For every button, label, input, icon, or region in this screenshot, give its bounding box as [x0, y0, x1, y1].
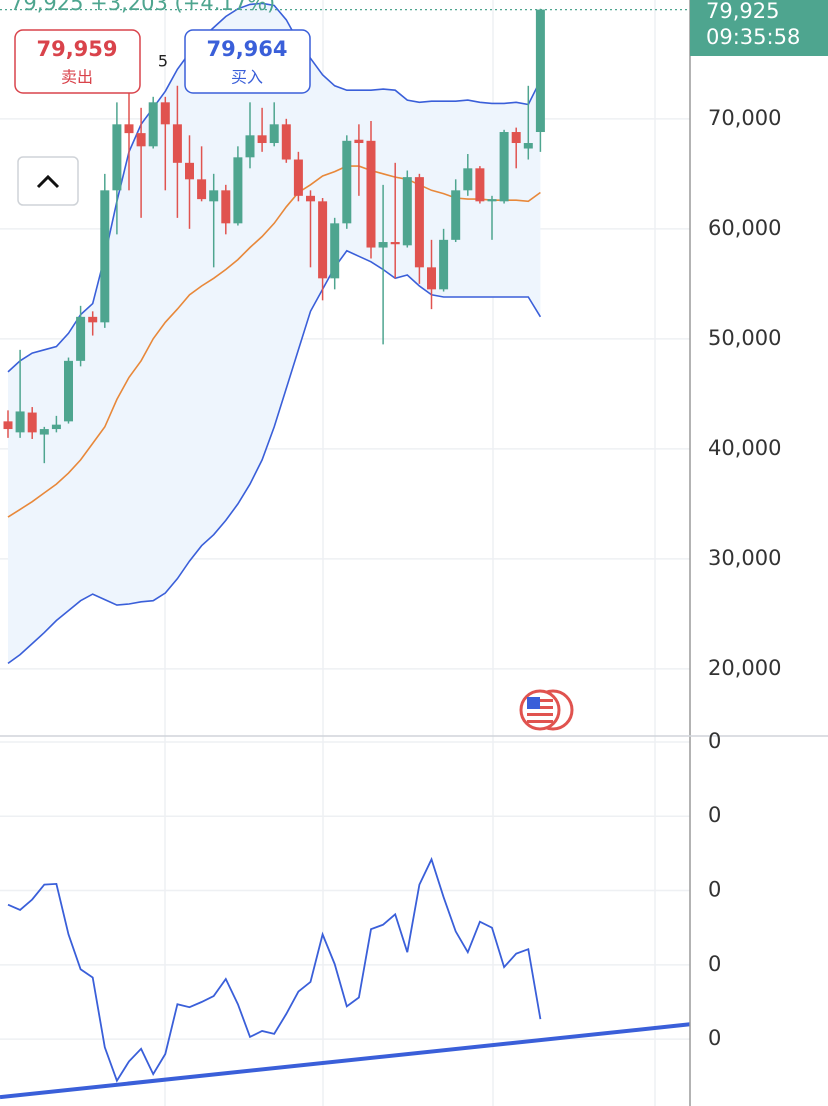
candle-body	[39, 429, 49, 435]
candle-body	[100, 190, 110, 323]
candle-body	[51, 424, 61, 430]
candle-body	[366, 140, 376, 248]
y-tick-label: 20,000	[708, 656, 781, 680]
candle-body	[281, 124, 291, 160]
y2-tick-label: 0	[708, 952, 721, 976]
y2-tick-label: 0	[708, 729, 721, 753]
candle-body	[354, 139, 364, 144]
band-upper	[7, 2, 542, 373]
candle-body	[76, 316, 86, 361]
candle-body	[136, 133, 146, 147]
buy-box[interactable]	[184, 29, 311, 94]
candle-body	[209, 190, 219, 202]
candle-body	[257, 135, 267, 144]
candle-body	[427, 267, 436, 290]
candle-body	[172, 124, 182, 163]
candle-body	[511, 132, 521, 144]
flag-stripe	[527, 720, 553, 723]
candle-body	[112, 124, 122, 191]
candle-body	[463, 168, 473, 191]
candle-body	[160, 102, 170, 125]
y2-tick-label: 0	[708, 878, 721, 902]
chevron-up[interactable]	[36, 174, 60, 189]
candle-body	[487, 199, 497, 202]
trendline	[0, 1022, 691, 1100]
y-tick-label: 30,000	[708, 546, 781, 570]
candle-body	[378, 242, 388, 248]
candle-body	[318, 201, 328, 279]
y-tick-label: 70,000	[708, 106, 781, 130]
candle-body	[197, 179, 207, 200]
candle-body	[185, 162, 194, 180]
candle-body	[269, 124, 279, 144]
candle-body	[27, 412, 37, 433]
y2-tick-label: 0	[708, 803, 721, 827]
flag-stripe	[527, 713, 553, 716]
sell-price[interactable]: 79,959	[36, 37, 117, 61]
sell-button[interactable]: 79,959 卖出	[14, 29, 141, 94]
candle-body	[15, 411, 25, 433]
flag-coin	[519, 689, 561, 731]
buy-label[interactable]: 买入	[231, 68, 263, 87]
quote: 79,925 +3,203 (+4.17%)	[10, 0, 275, 15]
sell-box[interactable]	[14, 29, 141, 94]
last-price-box	[690, 0, 828, 56]
candle-body	[124, 124, 134, 134]
candle-body	[439, 239, 449, 290]
buy-price[interactable]: 79,964	[206, 37, 287, 61]
candle-body	[414, 177, 424, 268]
band-lower	[7, 249, 542, 665]
candle-body	[233, 157, 243, 224]
y2-tick-label: 0	[708, 1026, 721, 1050]
oscillator-line	[7, 856, 542, 1083]
candle-body	[148, 102, 158, 147]
axis: 70,000 60,000 50,000 40,000 30,000 20,000 0 0 0 0…	[690, 0, 828, 1050]
collapse-box[interactable]	[17, 156, 79, 206]
y-tick-label: 50,000	[708, 326, 781, 350]
last-price-label: 79,925	[706, 0, 779, 23]
candle-body	[402, 177, 412, 246]
candle-body	[451, 190, 461, 240]
spread: 5	[158, 52, 168, 71]
candle-body	[523, 143, 533, 149]
candle-body	[342, 140, 352, 224]
candle-body	[535, 9, 545, 133]
buy-button[interactable]: 79,964 买入	[184, 29, 311, 94]
sell-label[interactable]: 卖出	[61, 68, 93, 87]
flag-icon	[519, 689, 574, 731]
last-price-time: 09:35:58	[706, 25, 800, 49]
collapse-button[interactable]	[17, 156, 79, 206]
candle-body	[88, 316, 98, 323]
candle-body	[293, 159, 303, 196]
y-tick-label: 40,000	[708, 436, 781, 460]
y-tick-label: 60,000	[708, 216, 781, 240]
plot	[0, 2, 691, 1100]
candle-body	[221, 190, 231, 224]
candle-body	[390, 242, 400, 245]
candle-body	[499, 132, 509, 202]
flag-canton	[527, 697, 540, 709]
candle-body	[64, 360, 73, 422]
candle-body	[245, 135, 255, 158]
candle-body	[475, 168, 485, 202]
candle-body	[330, 223, 340, 279]
candle-body	[3, 421, 13, 430]
candle-body	[306, 195, 315, 202]
